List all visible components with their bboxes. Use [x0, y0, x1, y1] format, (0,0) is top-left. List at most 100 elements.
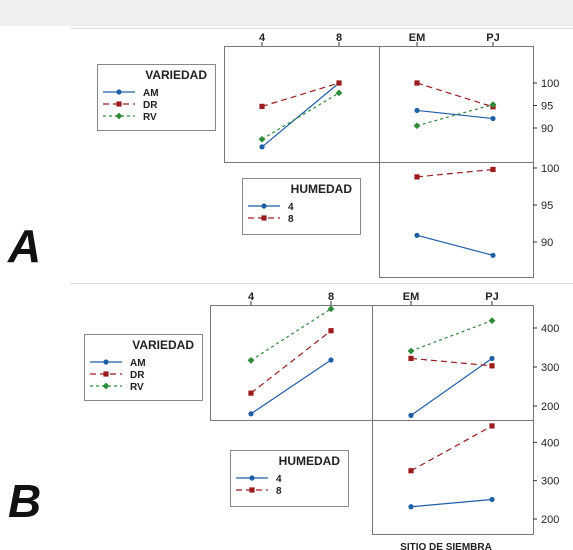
data-point-8-EM	[408, 468, 414, 474]
humedad-b-legend: HUMEDAD 48	[230, 450, 349, 507]
data-point-AM-4	[259, 144, 265, 150]
figure-label-a: A	[7, 220, 41, 272]
legend-label-4: 4	[288, 202, 294, 213]
data-point-RV-8	[335, 89, 343, 97]
legend-marker-AM	[103, 359, 109, 365]
data-point-RV-EM	[407, 347, 415, 355]
legend-frame	[97, 64, 216, 131]
series-line-8	[410, 425, 493, 472]
y-tick-label-95: 95	[541, 101, 553, 113]
y-tick-label-90: 90	[541, 123, 553, 135]
y-tick-label-95: 95	[541, 200, 553, 212]
legend-marker-8	[249, 487, 255, 493]
series-line-4	[416, 234, 494, 256]
series-line-DR	[250, 330, 332, 394]
variedad-b-legend-title: VARIEDAD	[132, 338, 194, 352]
bottom-axis-title: SITIO DE SIEMBRA	[400, 542, 492, 550]
data-point-AM-PJ	[490, 115, 496, 122]
y-tick-label-100: 100	[541, 163, 559, 175]
panel-b-5	[372, 420, 534, 535]
y-tick-label-90: 90	[541, 237, 553, 249]
panels-layer: 4 8 EM PJ4 8 EM PJ9095100909510020030040020030…	[84, 32, 559, 535]
data-point-AM-EM	[408, 412, 414, 418]
legend-label-DR: DR	[130, 370, 145, 381]
legend-marker-DR	[116, 101, 122, 107]
y-tick-label-300: 300	[541, 362, 559, 374]
legend-marker-RV	[115, 112, 123, 120]
panel-frame	[372, 420, 534, 535]
legend-marker-4	[261, 203, 267, 209]
y-tick-label-400: 400	[541, 437, 559, 449]
legend-marker-DR	[103, 371, 109, 377]
figure-label-b: B	[8, 475, 41, 527]
humedad-a-legend-title: HUMEDAD	[291, 182, 353, 196]
data-point-8-PJ	[489, 423, 495, 429]
data-point-RV-8	[327, 305, 335, 313]
data-point-4-PJ	[490, 252, 496, 258]
data-point-4-PJ	[489, 496, 495, 503]
humedad-b-legend-title: HUMEDAD	[279, 454, 341, 468]
data-point-4-EM	[414, 232, 420, 238]
legend-label-RV: RV	[130, 382, 144, 393]
legend-marker-AM	[116, 89, 122, 95]
series-line-AM	[261, 82, 340, 148]
legend-label-DR: DR	[143, 100, 158, 111]
data-point-8-EM	[414, 174, 420, 180]
panel-a-2	[379, 162, 534, 278]
data-point-RV-EM	[413, 122, 421, 130]
data-point-DR-EM	[408, 355, 414, 362]
legend-frame	[84, 334, 203, 401]
data-point-RV-4	[258, 135, 266, 143]
series-line-4	[410, 498, 493, 508]
data-point-DR-PJ	[489, 363, 495, 369]
data-point-8-PJ	[490, 166, 496, 173]
x-tick-label-EM: EM	[409, 32, 426, 44]
legend-marker-4	[249, 475, 255, 481]
legend-marker-RV	[102, 382, 110, 390]
data-point-AM-4	[248, 411, 254, 417]
data-point-RV-4	[247, 356, 255, 364]
panel-frame	[379, 162, 534, 278]
data-point-DR-8	[328, 328, 334, 334]
legend-label-4: 4	[276, 474, 282, 485]
x-tick-label-8: 8	[328, 291, 334, 303]
x-tick-label-PJ: PJ	[485, 291, 498, 303]
data-point-AM-PJ	[489, 355, 495, 362]
x-tick-label-EM: EM	[403, 291, 420, 303]
legend-label-AM: AM	[130, 358, 146, 369]
legend-label-8: 8	[288, 214, 294, 225]
y-tick-label-200: 200	[541, 514, 559, 526]
y-tick-label-300: 300	[541, 476, 559, 488]
series-line-RV	[410, 320, 493, 352]
humedad-a-legend: HUMEDAD 48	[242, 178, 361, 235]
data-point-DR-8	[336, 80, 342, 86]
data-point-DR-EM	[414, 80, 420, 86]
x-tick-label-4: 4	[248, 291, 255, 303]
data-point-DR-4	[248, 390, 254, 396]
data-point-DR-4	[259, 103, 265, 109]
series-line-RV	[416, 104, 494, 127]
y-tick-label-200: 200	[541, 401, 559, 413]
y-tick-label-400: 400	[541, 323, 559, 335]
series-line-DR	[416, 82, 494, 108]
x-tick-label-8: 8	[336, 32, 342, 44]
series-line-AM	[410, 357, 493, 416]
series-line-RV	[250, 308, 332, 361]
legend-label-RV: RV	[143, 112, 157, 123]
series-line-AM	[416, 109, 494, 120]
series-line-DR	[261, 82, 340, 107]
legend-label-8: 8	[276, 486, 282, 497]
series-line-8	[416, 168, 494, 178]
data-point-4-EM	[408, 504, 414, 510]
y-tick-label-100: 100	[541, 78, 559, 90]
legend-marker-8	[261, 215, 267, 221]
data-point-RV-PJ	[489, 101, 497, 108]
series-line-AM	[250, 359, 332, 415]
series-line-DR	[410, 357, 493, 367]
x-tick-label-4: 4	[259, 32, 266, 44]
x-tick-label-PJ: PJ	[486, 32, 499, 44]
variedad-a-legend-title: VARIEDAD	[145, 68, 207, 82]
